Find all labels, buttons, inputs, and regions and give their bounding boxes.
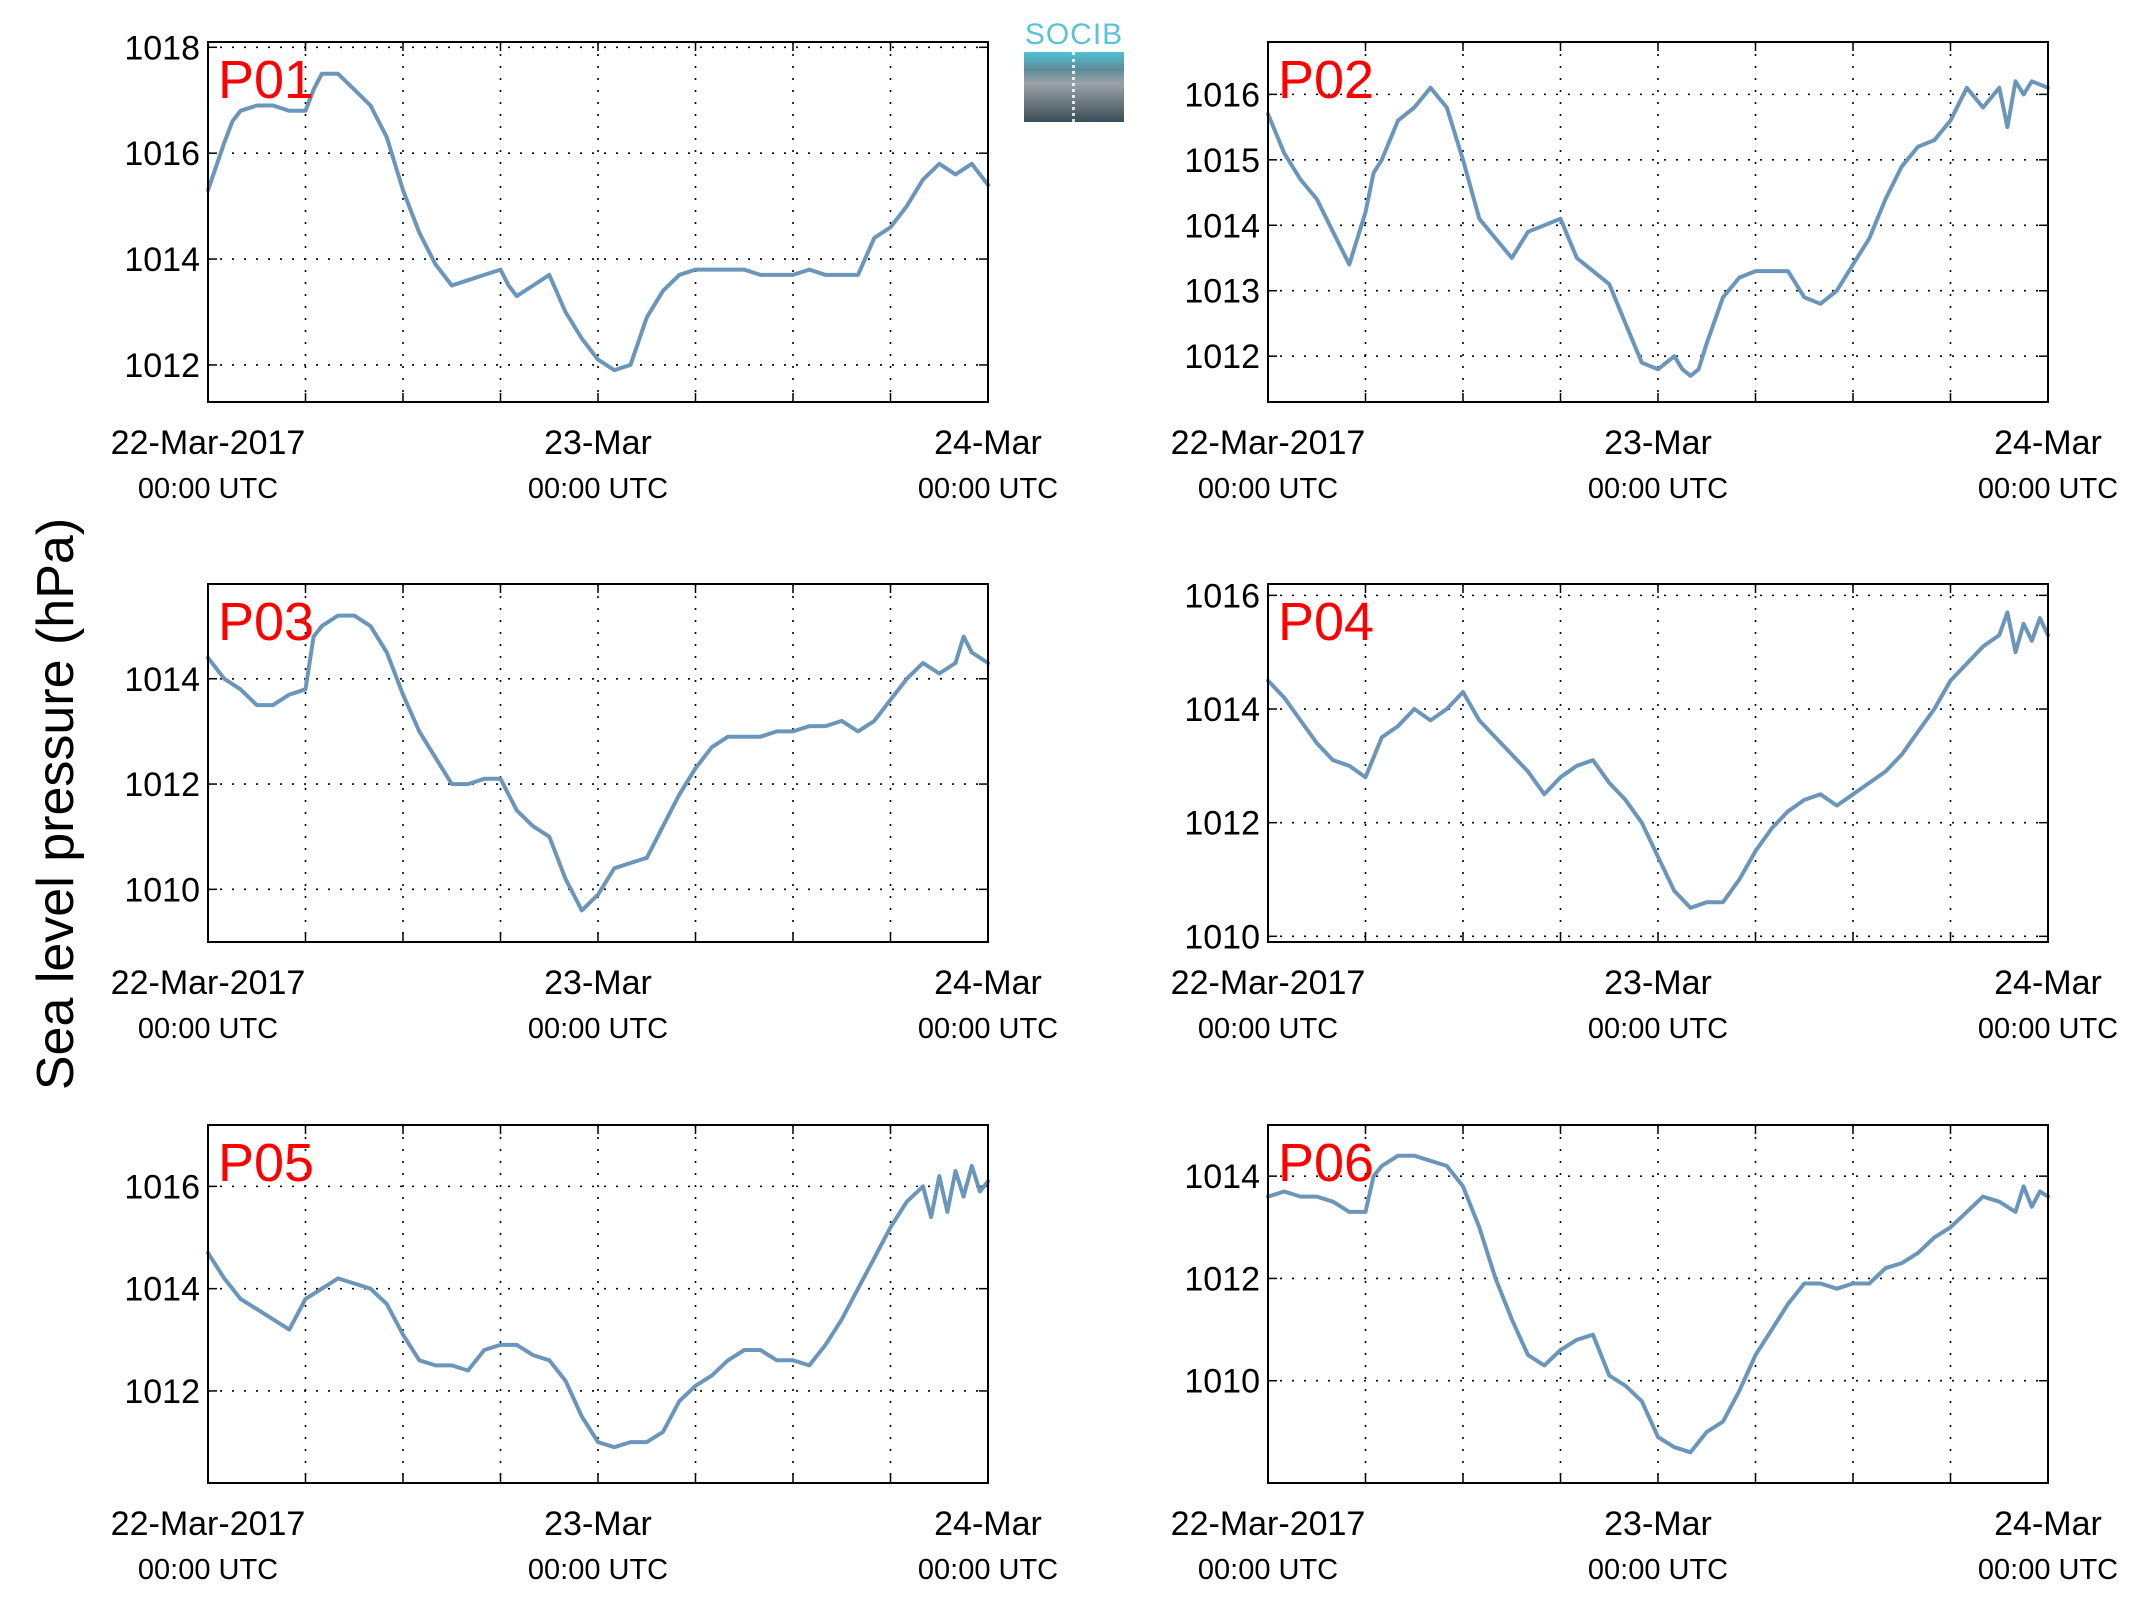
panel-p04: 1010 1012 1014 1016 P04 22-Mar-2017 00:00 UTC 2…	[1171, 577, 2118, 1045]
x-tick-label: 22-Mar-2017	[1171, 964, 1366, 1002]
x-tick-label: 24-Mar	[934, 964, 1042, 1002]
x-tick-label: 23-Mar	[1604, 964, 1712, 1002]
y-tick-label: 1010	[1184, 1363, 1260, 1401]
x-tick-sublabel: 00:00 UTC	[918, 473, 1058, 505]
x-tick-sublabel: 00:00 UTC	[528, 1554, 668, 1586]
x-tick-label: 23-Mar	[1604, 1505, 1712, 1543]
station-label: P01	[218, 50, 314, 110]
x-tick-sublabel: 00:00 UTC	[1198, 1554, 1338, 1586]
x-tick-sublabel: 00:00 UTC	[138, 1554, 278, 1586]
x-tick-label: 24-Mar	[1994, 1505, 2102, 1543]
series-line	[1266, 610, 2050, 910]
x-tick-label: 24-Mar	[934, 1505, 1042, 1543]
x-tick-sublabel: 00:00 UTC	[1588, 1013, 1728, 1045]
y-tick-label: 1016	[124, 135, 200, 173]
x-tick-label: 22-Mar-2017	[111, 424, 306, 462]
station-label: P03	[218, 592, 314, 652]
y-tick-label: 1016	[124, 1168, 200, 1206]
y-tick-label: 1014	[124, 241, 200, 279]
y-tick-label: 1012	[1184, 805, 1260, 843]
x-tick-sublabel: 00:00 UTC	[918, 1013, 1058, 1045]
x-tick-sublabel: 00:00 UTC	[138, 473, 278, 505]
y-tick-label: 1016	[1184, 577, 1260, 615]
socib-logo: SOCIB	[1024, 18, 1124, 122]
panel-p06: 1010 1012 1014 P06 22-Mar-2017 00:00 UTC 23-Ma…	[1171, 1124, 2118, 1586]
y-tick-label: 1014	[1184, 1158, 1260, 1196]
series-line	[1266, 1153, 2050, 1455]
y-tick-label: 1016	[1184, 76, 1260, 114]
axes-frame	[1267, 41, 2049, 403]
series-line	[206, 71, 990, 373]
panel-p02: 1012 1013 1014 1015 1016 P02 22-Mar-2017 00:00 …	[1171, 41, 2118, 505]
series-line	[206, 613, 990, 913]
panel-p05: 1012 1014 1016 P05 22-Mar-2017 00:00 UTC 23-Ma…	[111, 1124, 1058, 1586]
x-tick-label: 24-Mar	[934, 424, 1042, 462]
y-tick-label: 1012	[1184, 1260, 1260, 1298]
x-tick-label: 24-Mar	[1994, 964, 2102, 1002]
y-axis-label: Sea level pressure (hPa)	[27, 517, 85, 1091]
x-tick-sublabel: 00:00 UTC	[1198, 1013, 1338, 1045]
station-label: P05	[218, 1133, 314, 1193]
y-tick-label: 1014	[124, 661, 200, 699]
logo-text: SOCIB	[1024, 18, 1124, 51]
x-tick-sublabel: 00:00 UTC	[1978, 1013, 2118, 1045]
y-tick-label: 1014	[124, 1271, 200, 1309]
y-tick-label: 1013	[1184, 273, 1260, 311]
axes-frame	[207, 583, 989, 943]
x-tick-label: 22-Mar-2017	[111, 964, 306, 1002]
panel-p01: 1012 1014 1016 1018 P01 22-Mar-2017 00:00 UTC 2…	[111, 29, 1058, 505]
y-tick-label: 1012	[124, 1373, 200, 1411]
x-tick-sublabel: 00:00 UTC	[1198, 473, 1338, 505]
logo-dotted-line	[1072, 52, 1075, 122]
station-label: P02	[1278, 50, 1374, 110]
x-tick-label: 23-Mar	[1604, 424, 1712, 462]
x-tick-sublabel: 00:00 UTC	[1588, 1554, 1728, 1586]
series-line	[1266, 79, 2050, 378]
axes-frame	[207, 41, 989, 403]
station-label: P04	[1278, 592, 1374, 652]
series-line	[206, 1163, 990, 1450]
x-tick-sublabel: 00:00 UTC	[528, 473, 668, 505]
panel-p03: 1010 1012 1014 P03 22-Mar-2017 00:00 UTC 23-Ma…	[111, 583, 1058, 1045]
x-tick-label: 23-Mar	[544, 964, 652, 1002]
x-tick-label: 23-Mar	[544, 1505, 652, 1543]
y-tick-label: 1012	[124, 766, 200, 804]
y-tick-label: 1018	[124, 29, 200, 67]
x-tick-sublabel: 00:00 UTC	[1588, 473, 1728, 505]
x-tick-label: 22-Mar-2017	[1171, 424, 1366, 462]
x-tick-sublabel: 00:00 UTC	[1978, 473, 2118, 505]
x-tick-label: 22-Mar-2017	[1171, 1505, 1366, 1543]
axes-frame	[207, 1124, 989, 1484]
y-tick-label: 1012	[124, 347, 200, 385]
x-tick-sublabel: 00:00 UTC	[138, 1013, 278, 1045]
y-tick-label: 1014	[1184, 691, 1260, 729]
x-tick-sublabel: 00:00 UTC	[528, 1013, 668, 1045]
y-tick-label: 1015	[1184, 142, 1260, 180]
station-label: P06	[1278, 1133, 1374, 1193]
axes-frame	[1267, 1124, 2049, 1484]
y-tick-label: 1010	[1184, 918, 1260, 956]
axes-frame	[1267, 583, 2049, 943]
x-tick-sublabel: 00:00 UTC	[1978, 1554, 2118, 1586]
y-tick-label: 1014	[1184, 207, 1260, 245]
x-tick-sublabel: 00:00 UTC	[918, 1554, 1058, 1586]
y-tick-label: 1010	[124, 871, 200, 909]
x-tick-label: 22-Mar-2017	[111, 1505, 306, 1543]
x-tick-label: 24-Mar	[1994, 424, 2102, 462]
y-tick-label: 1012	[1184, 338, 1260, 376]
x-tick-label: 23-Mar	[544, 424, 652, 462]
